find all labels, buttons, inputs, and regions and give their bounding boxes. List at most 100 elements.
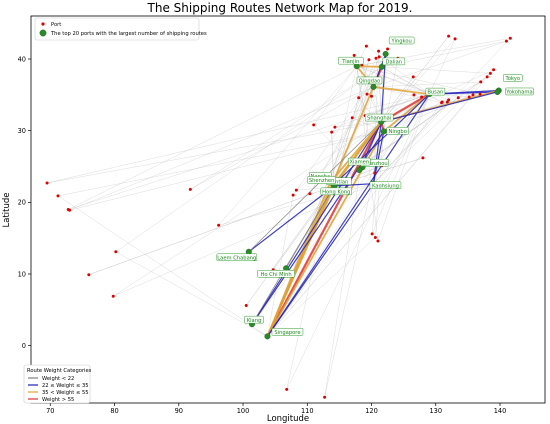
route-line xyxy=(334,93,430,185)
port-label: Busan xyxy=(427,90,443,96)
minor-route-line xyxy=(190,66,382,190)
port-label: Ningbo xyxy=(389,129,407,135)
port-point xyxy=(114,250,118,254)
port-point xyxy=(308,192,312,196)
port-point xyxy=(333,125,337,129)
minor-route-line xyxy=(373,99,449,184)
port-point xyxy=(412,93,416,97)
axes-layer: 70 80 90 100 110 120 130 140 0 10 20 30 40 xyxy=(18,55,507,415)
port-point xyxy=(217,223,221,227)
port-point xyxy=(453,37,457,41)
minor-route-line xyxy=(267,96,422,337)
legend-weight-3-label: 35 < Weight ≤ 55 xyxy=(42,390,89,396)
port-label: Quanzhou xyxy=(361,161,387,167)
minor-route-line xyxy=(88,185,335,275)
port-point xyxy=(373,171,377,175)
port-label-box xyxy=(425,87,446,96)
port-point xyxy=(471,93,475,97)
port-label-box xyxy=(505,87,534,96)
minor-route-line xyxy=(313,124,374,184)
port-point xyxy=(508,36,512,40)
port-point xyxy=(386,47,390,51)
port-label: Hong Kong xyxy=(322,189,350,195)
minor-route-line xyxy=(190,86,374,190)
minor-route-line xyxy=(324,86,374,398)
port-point xyxy=(440,101,444,105)
top-legend-box xyxy=(34,17,200,41)
port-point xyxy=(467,95,471,99)
minor-route-line xyxy=(381,66,442,103)
port-point xyxy=(312,123,316,127)
route-line xyxy=(266,86,375,337)
minor-route-line xyxy=(47,93,430,184)
top-port-point xyxy=(380,128,387,135)
top-port-point xyxy=(370,83,377,90)
y-tick-label: 10 xyxy=(18,270,26,278)
port-point xyxy=(364,44,368,48)
port-point xyxy=(373,235,377,239)
x-tick-label: 130 xyxy=(429,407,442,415)
port-label-box xyxy=(320,187,353,196)
x-tick-label: 140 xyxy=(494,407,507,415)
ports-layer xyxy=(45,34,512,399)
x-tick-label: 100 xyxy=(237,407,250,415)
port-point xyxy=(488,71,492,75)
port-label-box xyxy=(257,270,295,278)
port-point xyxy=(377,55,381,59)
port-label: Tokyo xyxy=(504,76,520,82)
minor-route-line xyxy=(377,94,430,242)
port-label: Qingdao xyxy=(359,79,381,85)
port-label-box xyxy=(356,76,383,85)
port-point xyxy=(485,75,489,79)
y-tick-label: 30 xyxy=(18,127,26,135)
route-line xyxy=(329,121,382,183)
minor-route-line xyxy=(358,86,374,98)
port-point xyxy=(244,304,248,308)
port-point xyxy=(56,194,60,198)
port-point xyxy=(447,98,451,102)
port-label-box xyxy=(307,176,336,184)
port-label: Singapore xyxy=(274,330,300,336)
route-line xyxy=(251,121,382,325)
minor-route-line xyxy=(57,131,384,197)
port-label: Laem Chabang xyxy=(217,255,256,261)
route-line xyxy=(334,183,374,187)
legend-top-port-marker xyxy=(39,29,47,37)
port-point xyxy=(367,58,371,62)
minor-route-line xyxy=(115,66,382,252)
port-label: Tianjin xyxy=(341,59,359,65)
port-point xyxy=(68,208,72,212)
route-line xyxy=(373,86,430,96)
minor-route-line xyxy=(267,195,294,337)
port-point xyxy=(370,232,374,236)
minor-route-line xyxy=(47,121,382,184)
minor-route-line xyxy=(373,81,481,88)
minor-route-line xyxy=(267,73,491,337)
route-line xyxy=(285,185,335,269)
legend-port-label: Port xyxy=(51,22,61,28)
port-label-box xyxy=(348,157,371,166)
minor-route-line xyxy=(113,121,382,297)
minor-route-line xyxy=(373,40,507,88)
plot-frame xyxy=(30,15,546,404)
minor-route-line xyxy=(373,86,442,103)
port-label: Shanghai xyxy=(367,116,391,122)
minor-route-line xyxy=(381,69,494,123)
route-line xyxy=(383,93,430,133)
weight-legend-title: Route Weight Categories xyxy=(27,368,92,374)
minor-route-line xyxy=(267,237,376,337)
minor-route-line xyxy=(365,93,430,116)
minor-route-line xyxy=(69,131,384,211)
x-tick-label: 80 xyxy=(110,407,118,415)
top-legend: Port The top 20 ports with the largest n… xyxy=(34,17,207,41)
port-label-box xyxy=(364,113,394,122)
port-point xyxy=(188,187,192,191)
port-label: Kaohsiung xyxy=(372,183,399,189)
minor-route-line xyxy=(366,45,430,95)
top-port-point xyxy=(378,63,385,70)
route-line xyxy=(381,91,498,123)
port-point xyxy=(294,188,298,192)
minor-route-line xyxy=(218,66,357,226)
port-point xyxy=(370,94,374,98)
